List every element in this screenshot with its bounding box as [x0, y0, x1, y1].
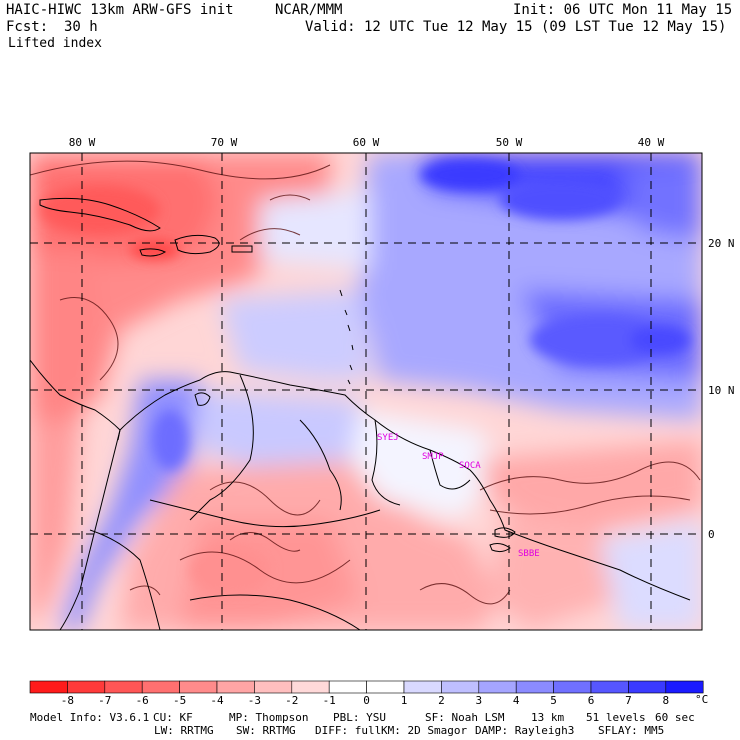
colorbar-swatch — [254, 680, 293, 694]
valid-time: Valid: 12 UTC Tue 12 May 15 (09 LST Tue … — [305, 19, 727, 35]
footer-diff: DIFF: full — [315, 724, 382, 737]
colorbar-swatch — [403, 680, 442, 694]
colorbar-swatch — [478, 680, 517, 694]
footer-sw: SW: RRTMG — [236, 724, 296, 737]
colorbar-tick-label: -3 — [247, 694, 262, 707]
lon-label: 70 W — [211, 136, 238, 149]
colorbar-swatch — [553, 680, 592, 694]
colorbar-swatch — [665, 680, 704, 694]
colorbar-swatch — [29, 680, 68, 694]
colorbar-tick-label: 0 — [363, 694, 370, 707]
station-label: SYEJ — [377, 433, 399, 443]
footer-resolution: 13 km — [531, 711, 565, 724]
forecast-hour: 30 h — [64, 19, 98, 35]
lon-label: 80 W — [69, 136, 96, 149]
colorbar-swatch — [67, 680, 106, 694]
footer-km: KM: 2D Smagor — [381, 724, 468, 737]
graticule — [30, 153, 702, 630]
footer-lw: LW: RRTMG — [154, 724, 214, 737]
footer-timestep: 60 sec — [655, 711, 695, 724]
colorbar-unit: °C — [695, 693, 709, 706]
colorbar-swatch — [216, 680, 255, 694]
footer-sf: SF: Noah LSM — [425, 711, 505, 724]
lat-label: 0 — [708, 528, 715, 541]
map-field — [30, 153, 702, 630]
colorbar-swatch — [590, 680, 629, 694]
lon-label: 40 W — [638, 136, 665, 149]
colorbar-swatch — [366, 680, 405, 694]
colorbar-swatch — [328, 680, 367, 694]
coastlines — [30, 197, 691, 630]
colorbar-swatch — [291, 680, 330, 694]
colorbar-tick-label: -5 — [172, 694, 187, 707]
colorbar-swatch — [441, 680, 480, 694]
station-label: SBBE — [518, 549, 540, 559]
colorbar-tick-label: 7 — [625, 694, 632, 707]
footer-model-info: Model Info: V3.6.1 — [30, 711, 150, 724]
colorbar-tick-label: -4 — [210, 694, 224, 707]
station-label: SMJP — [422, 452, 444, 462]
colorbar-tick-label: 1 — [400, 694, 408, 707]
footer-pbl: PBL: YSU — [333, 711, 386, 724]
field-name: Lifted index — [8, 36, 102, 51]
footer-mp: MP: Thompson — [229, 711, 309, 724]
lat-label: 20 N — [708, 237, 735, 250]
colorbar-tick-label: -1 — [322, 694, 336, 707]
country-borders — [89, 374, 471, 630]
colorbar-tick-label: 8 — [662, 694, 670, 707]
model-title: HAIC-HIWC 13km ARW-GFS init — [6, 2, 234, 18]
lon-label: 50 W — [496, 136, 523, 149]
colorbar-tick-label: 6 — [587, 694, 595, 707]
colorbar-swatch — [141, 680, 180, 694]
colorbar-tick-label: 3 — [475, 694, 483, 707]
forecast-label: Fcst: — [6, 19, 49, 35]
colorbar-swatch — [104, 680, 143, 694]
lon-label: 60 W — [353, 136, 380, 149]
colorbar-swatch — [179, 680, 218, 694]
colorbar-tick-label: -7 — [98, 694, 112, 707]
footer-levels: 51 levels — [586, 711, 646, 724]
station-label: SOCA — [459, 461, 481, 471]
footer-damp: DAMP: Rayleigh3 — [475, 724, 575, 737]
colorbar-tick-label: -8 — [60, 694, 75, 707]
lat-label: 10 N — [708, 384, 735, 397]
footer-sflay: SFLAY: MM5 — [598, 724, 665, 737]
institution-label: NCAR/MMM — [275, 2, 343, 18]
init-time: Init: 06 UTC Mon 11 May 15 — [513, 2, 733, 18]
colorbar-swatch — [628, 680, 667, 694]
map-frame — [29, 152, 703, 631]
footer-cu: CU: KF — [153, 711, 193, 724]
colorbar-tick-label: 2 — [438, 694, 445, 707]
colorbar-tick-label: -2 — [285, 694, 299, 707]
colorbar — [29, 680, 704, 694]
colorbar-tick-label: -6 — [135, 694, 149, 707]
colorbar-tick-label: 5 — [550, 694, 557, 707]
colorbar-tick-label: 4 — [512, 694, 520, 707]
colorbar-swatch — [515, 680, 554, 694]
